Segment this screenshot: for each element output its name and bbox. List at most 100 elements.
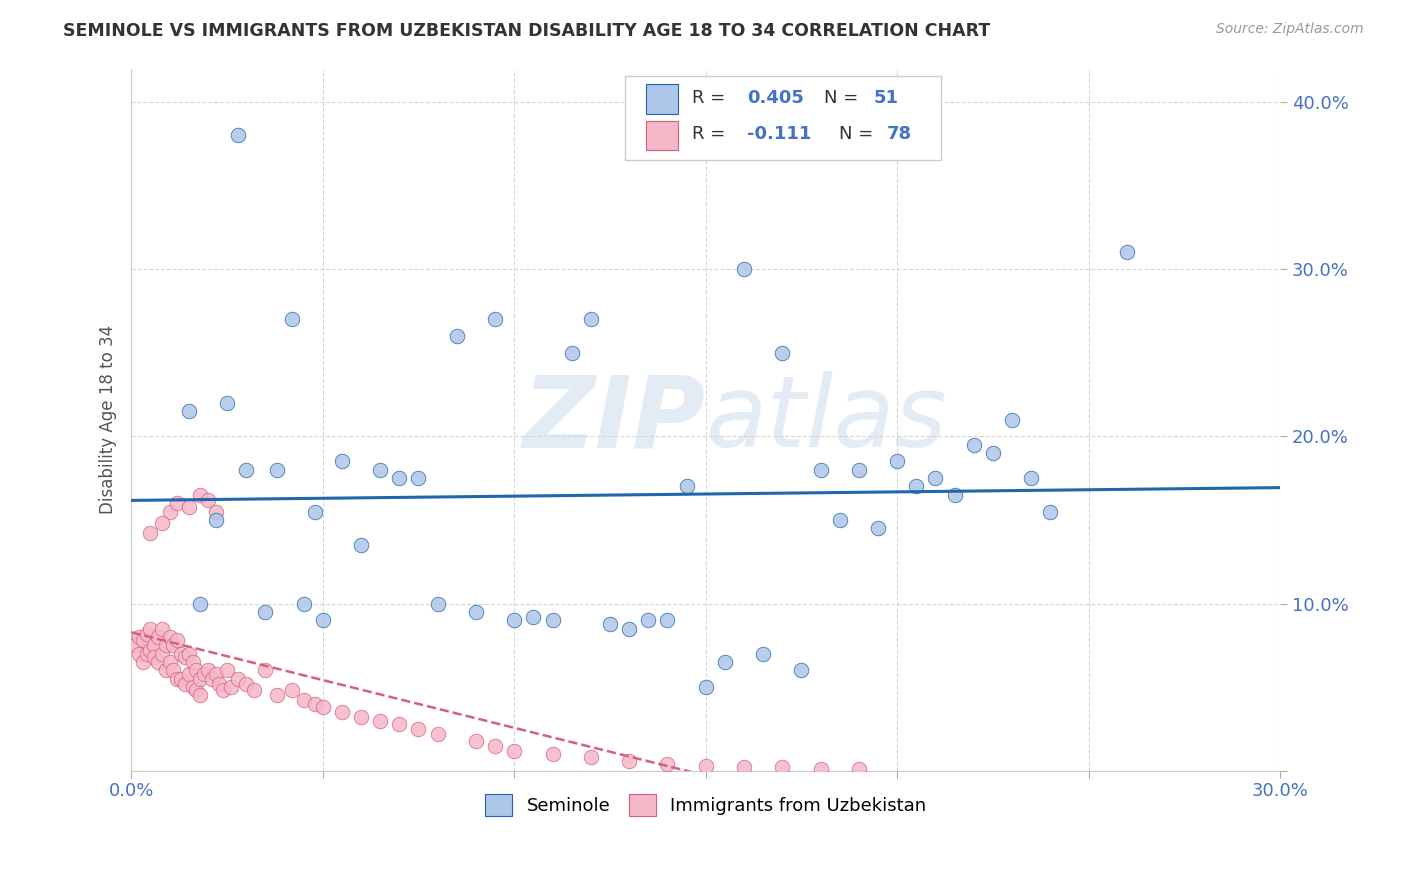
Point <box>166 496 188 510</box>
Point <box>235 463 257 477</box>
Point <box>132 655 155 669</box>
Point <box>522 610 544 624</box>
Point <box>541 613 564 627</box>
Point <box>579 312 602 326</box>
Point <box>124 638 146 652</box>
Point <box>446 329 468 343</box>
Point <box>188 597 211 611</box>
Point <box>204 513 226 527</box>
Point <box>657 757 679 772</box>
Point <box>197 492 219 507</box>
Point <box>193 666 215 681</box>
Point <box>330 705 353 719</box>
Point <box>848 762 870 776</box>
Point <box>981 446 1004 460</box>
Point <box>617 754 640 768</box>
Point <box>204 666 226 681</box>
Point <box>675 479 697 493</box>
Text: ZIP: ZIP <box>523 371 706 468</box>
Point <box>848 463 870 477</box>
Point <box>186 683 208 698</box>
Point <box>924 471 946 485</box>
Point <box>159 630 181 644</box>
FancyBboxPatch shape <box>626 76 941 160</box>
Point <box>281 683 304 698</box>
Text: Source: ZipAtlas.com: Source: ZipAtlas.com <box>1216 22 1364 37</box>
Point <box>304 504 326 518</box>
Point <box>254 605 277 619</box>
Point <box>292 597 315 611</box>
Text: 78: 78 <box>887 125 912 143</box>
Point <box>810 762 832 776</box>
Point <box>484 739 506 753</box>
Point <box>312 613 335 627</box>
Point <box>197 664 219 678</box>
Point <box>714 655 737 669</box>
Point <box>177 404 200 418</box>
Point <box>388 471 411 485</box>
Text: 51: 51 <box>873 88 898 106</box>
Point <box>695 680 717 694</box>
Point <box>143 650 166 665</box>
Point <box>617 622 640 636</box>
Y-axis label: Disability Age 18 to 34: Disability Age 18 to 34 <box>100 325 117 514</box>
Point <box>166 672 188 686</box>
Point <box>733 262 755 277</box>
Point <box>281 312 304 326</box>
Point <box>579 750 602 764</box>
Point <box>292 693 315 707</box>
Point <box>128 647 150 661</box>
Point <box>235 677 257 691</box>
Point <box>228 672 250 686</box>
Point <box>159 504 181 518</box>
Point <box>657 613 679 627</box>
Point <box>150 516 173 531</box>
Point <box>561 345 583 359</box>
Point <box>695 758 717 772</box>
Point <box>733 760 755 774</box>
Point <box>886 454 908 468</box>
Point <box>503 744 526 758</box>
Point <box>201 672 224 686</box>
Point <box>426 597 449 611</box>
Point <box>770 345 793 359</box>
Point <box>810 463 832 477</box>
Text: -0.111: -0.111 <box>747 125 811 143</box>
Point <box>135 647 157 661</box>
Point <box>150 622 173 636</box>
Point <box>219 680 242 694</box>
Point <box>1116 245 1139 260</box>
Point <box>177 647 200 661</box>
Point <box>963 438 986 452</box>
Point <box>637 613 659 627</box>
Point <box>132 633 155 648</box>
Point <box>770 760 793 774</box>
Point <box>177 666 200 681</box>
Point <box>212 683 235 698</box>
Point <box>215 664 238 678</box>
Point <box>1039 504 1062 518</box>
Point <box>464 605 486 619</box>
Point <box>146 630 169 644</box>
Point <box>330 454 353 468</box>
Point <box>181 655 204 669</box>
Bar <box>645 85 678 114</box>
Point <box>304 697 326 711</box>
Point <box>188 689 211 703</box>
Point <box>150 647 173 661</box>
Point <box>188 672 211 686</box>
Point <box>1019 471 1042 485</box>
Point <box>215 396 238 410</box>
Point <box>503 613 526 627</box>
Point <box>368 714 391 728</box>
Point <box>166 633 188 648</box>
Point <box>243 683 266 698</box>
Point <box>312 700 335 714</box>
Text: R =: R = <box>692 125 731 143</box>
Point <box>1001 412 1024 426</box>
Point <box>228 128 250 143</box>
Point <box>266 689 288 703</box>
Text: R =: R = <box>692 88 731 106</box>
Legend: Seminole, Immigrants from Uzbekistan: Seminole, Immigrants from Uzbekistan <box>477 785 935 825</box>
Point <box>350 710 373 724</box>
